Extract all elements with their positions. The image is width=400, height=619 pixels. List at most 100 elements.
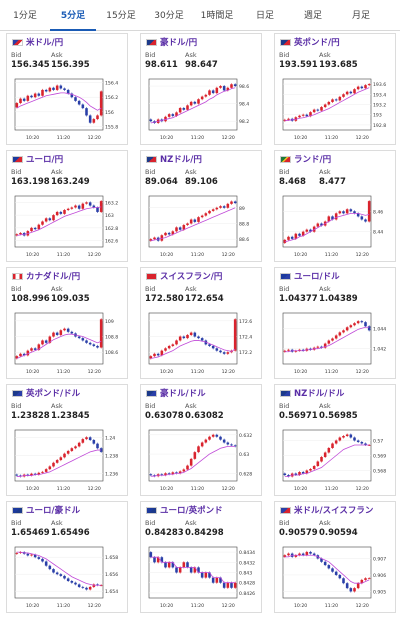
price-chart[interactable]: 193.6 193.4 193.2 193 192.8 10:20 11:20 12:20 <box>281 76 391 142</box>
rate-card[interactable]: ユーロ/円 Bid Ask 163.198 163.249 163.2 163 162.8 16… <box>6 150 128 262</box>
price-chart[interactable]: 1.24 1.238 1.236 10:20 11:20 12:20 <box>13 427 123 493</box>
pair-name-link[interactable]: 米ドル/スイスフラン <box>294 506 374 516</box>
pair-name-link[interactable]: 豪ドル/円 <box>160 38 198 48</box>
price-chart[interactable]: 1.658 1.656 1.654 10:20 11:20 12:20 <box>13 544 123 610</box>
price-chart[interactable]: 109 108.8 108.6 10:20 11:20 12:20 <box>13 310 123 376</box>
price-chart[interactable]: 8.46 8.44 10:20 11:20 12:20 <box>281 193 391 259</box>
candlestick-chart: 1.24 1.238 1.236 10:20 11:20 12:20 <box>14 429 118 492</box>
candle-body <box>26 95 30 101</box>
candle-body <box>189 101 193 106</box>
pair-name-link[interactable]: ランド/円 <box>294 155 332 165</box>
pair-name-link[interactable]: ユーロ/ドル <box>294 272 340 282</box>
candle-body <box>52 332 55 337</box>
bid-label: Bid <box>145 168 156 176</box>
candle-body <box>153 353 156 357</box>
candlestick-chart: 0.57 0.569 0.568 10:20 11:20 12:20 <box>282 429 386 492</box>
pair-name-link[interactable]: 英ポンド/ドル <box>26 389 81 399</box>
rate-card[interactable]: NZドル/円 Bid Ask 89.064 89.106 89 88.8 88.6 10:20 1… <box>140 150 262 262</box>
candle-body <box>55 211 59 216</box>
pair-name-link[interactable]: ユーロ/英ポンド <box>160 506 223 516</box>
candle-body <box>55 460 59 463</box>
moving-average-line <box>284 554 370 584</box>
price-chart[interactable]: 0.907 0.906 0.905 10:20 11:20 12:20 <box>281 544 391 610</box>
candle-body <box>331 338 334 341</box>
x-tick-label: 10:20 <box>160 486 173 492</box>
rate-card[interactable]: 米ドル/スイスフラン Bid Ask 0.90579 0.90594 0.907 0.906… <box>274 501 396 613</box>
pair-name-link[interactable]: スイスフラン/円 <box>160 272 223 282</box>
rate-card[interactable]: 豪ドル/円 Bid Ask 98.611 98.647 98.6 98.4 98.2 10:20… <box>140 33 262 145</box>
rate-card[interactable]: ユーロ/豪ドル Bid Ask 1.65469 1.65496 1.658 1.656 1.6… <box>6 501 128 613</box>
candle-body <box>175 567 178 573</box>
candle-body <box>323 104 327 108</box>
tab-30min[interactable]: 30分足 <box>154 11 184 21</box>
pair-name-link[interactable]: カナダドル/円 <box>26 272 81 282</box>
price-chart[interactable]: 98.6 98.4 98.2 10:20 11:20 12:20 <box>147 76 257 142</box>
rate-card[interactable]: ランド/円 Bid Ask 8.468 8.477 8.46 8.44 10:20 11:20 1… <box>274 150 396 262</box>
y-tick-label: 108.8 <box>105 335 118 341</box>
candle-body <box>85 437 88 440</box>
rate-card[interactable]: 英ポンド/ドル Bid Ask 1.23828 1.23845 1.24 1.238 1.23… <box>6 384 128 496</box>
rate-card[interactable]: カナダドル/円 Bid Ask 108.996 109.035 109 108.8 108.6… <box>6 267 128 379</box>
candle-body <box>48 87 52 92</box>
ask-value: 98.647 <box>185 60 218 70</box>
candle-body <box>156 557 160 563</box>
pair-name-link[interactable]: ユーロ/豪ドル <box>26 506 81 516</box>
price-chart[interactable]: 156.4 156.2 156 155.8 10:20 11:20 12:20 <box>13 76 123 142</box>
us-ch-flag-icon <box>280 507 291 514</box>
price-chart[interactable]: 0.632 0.63 0.628 10:20 11:20 12:20 <box>147 427 257 493</box>
candle-body <box>19 552 22 553</box>
candle-body <box>334 213 338 220</box>
rate-card[interactable]: ユーロ/英ポンド Bid Ask 0.84283 0.84298 0.8434 0.8432… <box>140 501 262 613</box>
tab-15min[interactable]: 15分足 <box>106 11 136 21</box>
pair-name-link[interactable]: 豪ドル/ドル <box>160 389 206 399</box>
rate-card[interactable]: 豪ドル/ドル Bid Ask 0.63078 0.63082 0.632 0.63 0.628… <box>140 384 262 496</box>
price-chart[interactable]: 0.57 0.569 0.568 10:20 11:20 12:20 <box>281 427 391 493</box>
au-jp-flag-icon <box>146 39 157 46</box>
pair-name-link[interactable]: ユーロ/円 <box>26 155 64 165</box>
y-tick-label: 0.905 <box>373 589 386 595</box>
price-chart[interactable]: 89 88.8 88.6 10:20 11:20 12:20 <box>147 193 257 259</box>
pair-name-link[interactable]: 米ドル/円 <box>26 38 64 48</box>
price-chart[interactable]: 163.2 163 162.8 162.6 10:20 11:20 12:20 <box>13 193 123 259</box>
moving-average-line <box>16 92 102 111</box>
ask-value: 1.23845 <box>51 411 90 421</box>
candle-body <box>342 436 345 438</box>
tab-monthly[interactable]: 月足 <box>351 11 370 21</box>
bid-value: 193.591 <box>279 60 318 70</box>
rate-card[interactable]: ユーロ/ドル Bid Ask 1.04377 1.04389 1.044 1.042 10:2… <box>274 267 396 379</box>
candle-body <box>41 221 44 225</box>
candle-body <box>309 229 312 232</box>
price-chart[interactable]: 0.8434 0.8432 0.843 0.8428 0.8426 10:20 11:20 1… <box>147 544 257 610</box>
candle-body <box>44 469 48 472</box>
rate-card[interactable]: 英ポンド/円 Bid Ask 193.591 193.685 193.6 193.4 193.… <box>274 33 396 145</box>
candle-body <box>167 345 171 349</box>
ask-label: Ask <box>319 402 331 410</box>
candle-body <box>81 338 85 341</box>
tab-weekly[interactable]: 週足 <box>303 11 322 21</box>
rate-card[interactable]: NZドル/ドル Bid Ask 0.56971 0.56985 0.57 0.569 0.56… <box>274 384 396 496</box>
ask-value: 193.685 <box>319 60 358 70</box>
moving-average-line <box>150 207 236 242</box>
tab-1hour[interactable]: 1時間足 <box>200 11 234 21</box>
candle-body <box>30 554 33 556</box>
pair-name-link[interactable]: 英ポンド/円 <box>294 38 340 48</box>
pair-name-link[interactable]: NZドル/円 <box>160 155 202 165</box>
candle-body <box>48 218 52 221</box>
candle-body <box>208 436 211 440</box>
tab-5min[interactable]: 5分足 <box>50 0 96 31</box>
candle-body <box>230 201 233 204</box>
rate-card[interactable]: スイスフラン/円 Bid Ask 172.580 172.654 172.6 172.4 17… <box>140 267 262 379</box>
price-chart[interactable]: 172.6 172.4 172.2 10:20 11:20 12:20 <box>147 310 257 376</box>
candle-body <box>15 552 19 554</box>
rate-card[interactable]: 米ドル/円 Bid Ask 156.345 156.395 156.4 156.2 156 15… <box>6 33 128 145</box>
candle-body <box>77 205 81 209</box>
candle-body <box>33 227 37 230</box>
price-chart[interactable]: 1.044 1.042 10:20 11:20 12:20 <box>281 310 391 376</box>
candle-body <box>44 218 48 222</box>
tab-daily[interactable]: 日足 <box>255 11 274 21</box>
pair-name-link[interactable]: NZドル/ドル <box>294 389 345 399</box>
tab-1min[interactable]: 1分足 <box>13 11 37 21</box>
candle-body <box>323 452 327 457</box>
candle-body <box>186 105 189 110</box>
x-tick-label: 11:20 <box>325 135 338 141</box>
